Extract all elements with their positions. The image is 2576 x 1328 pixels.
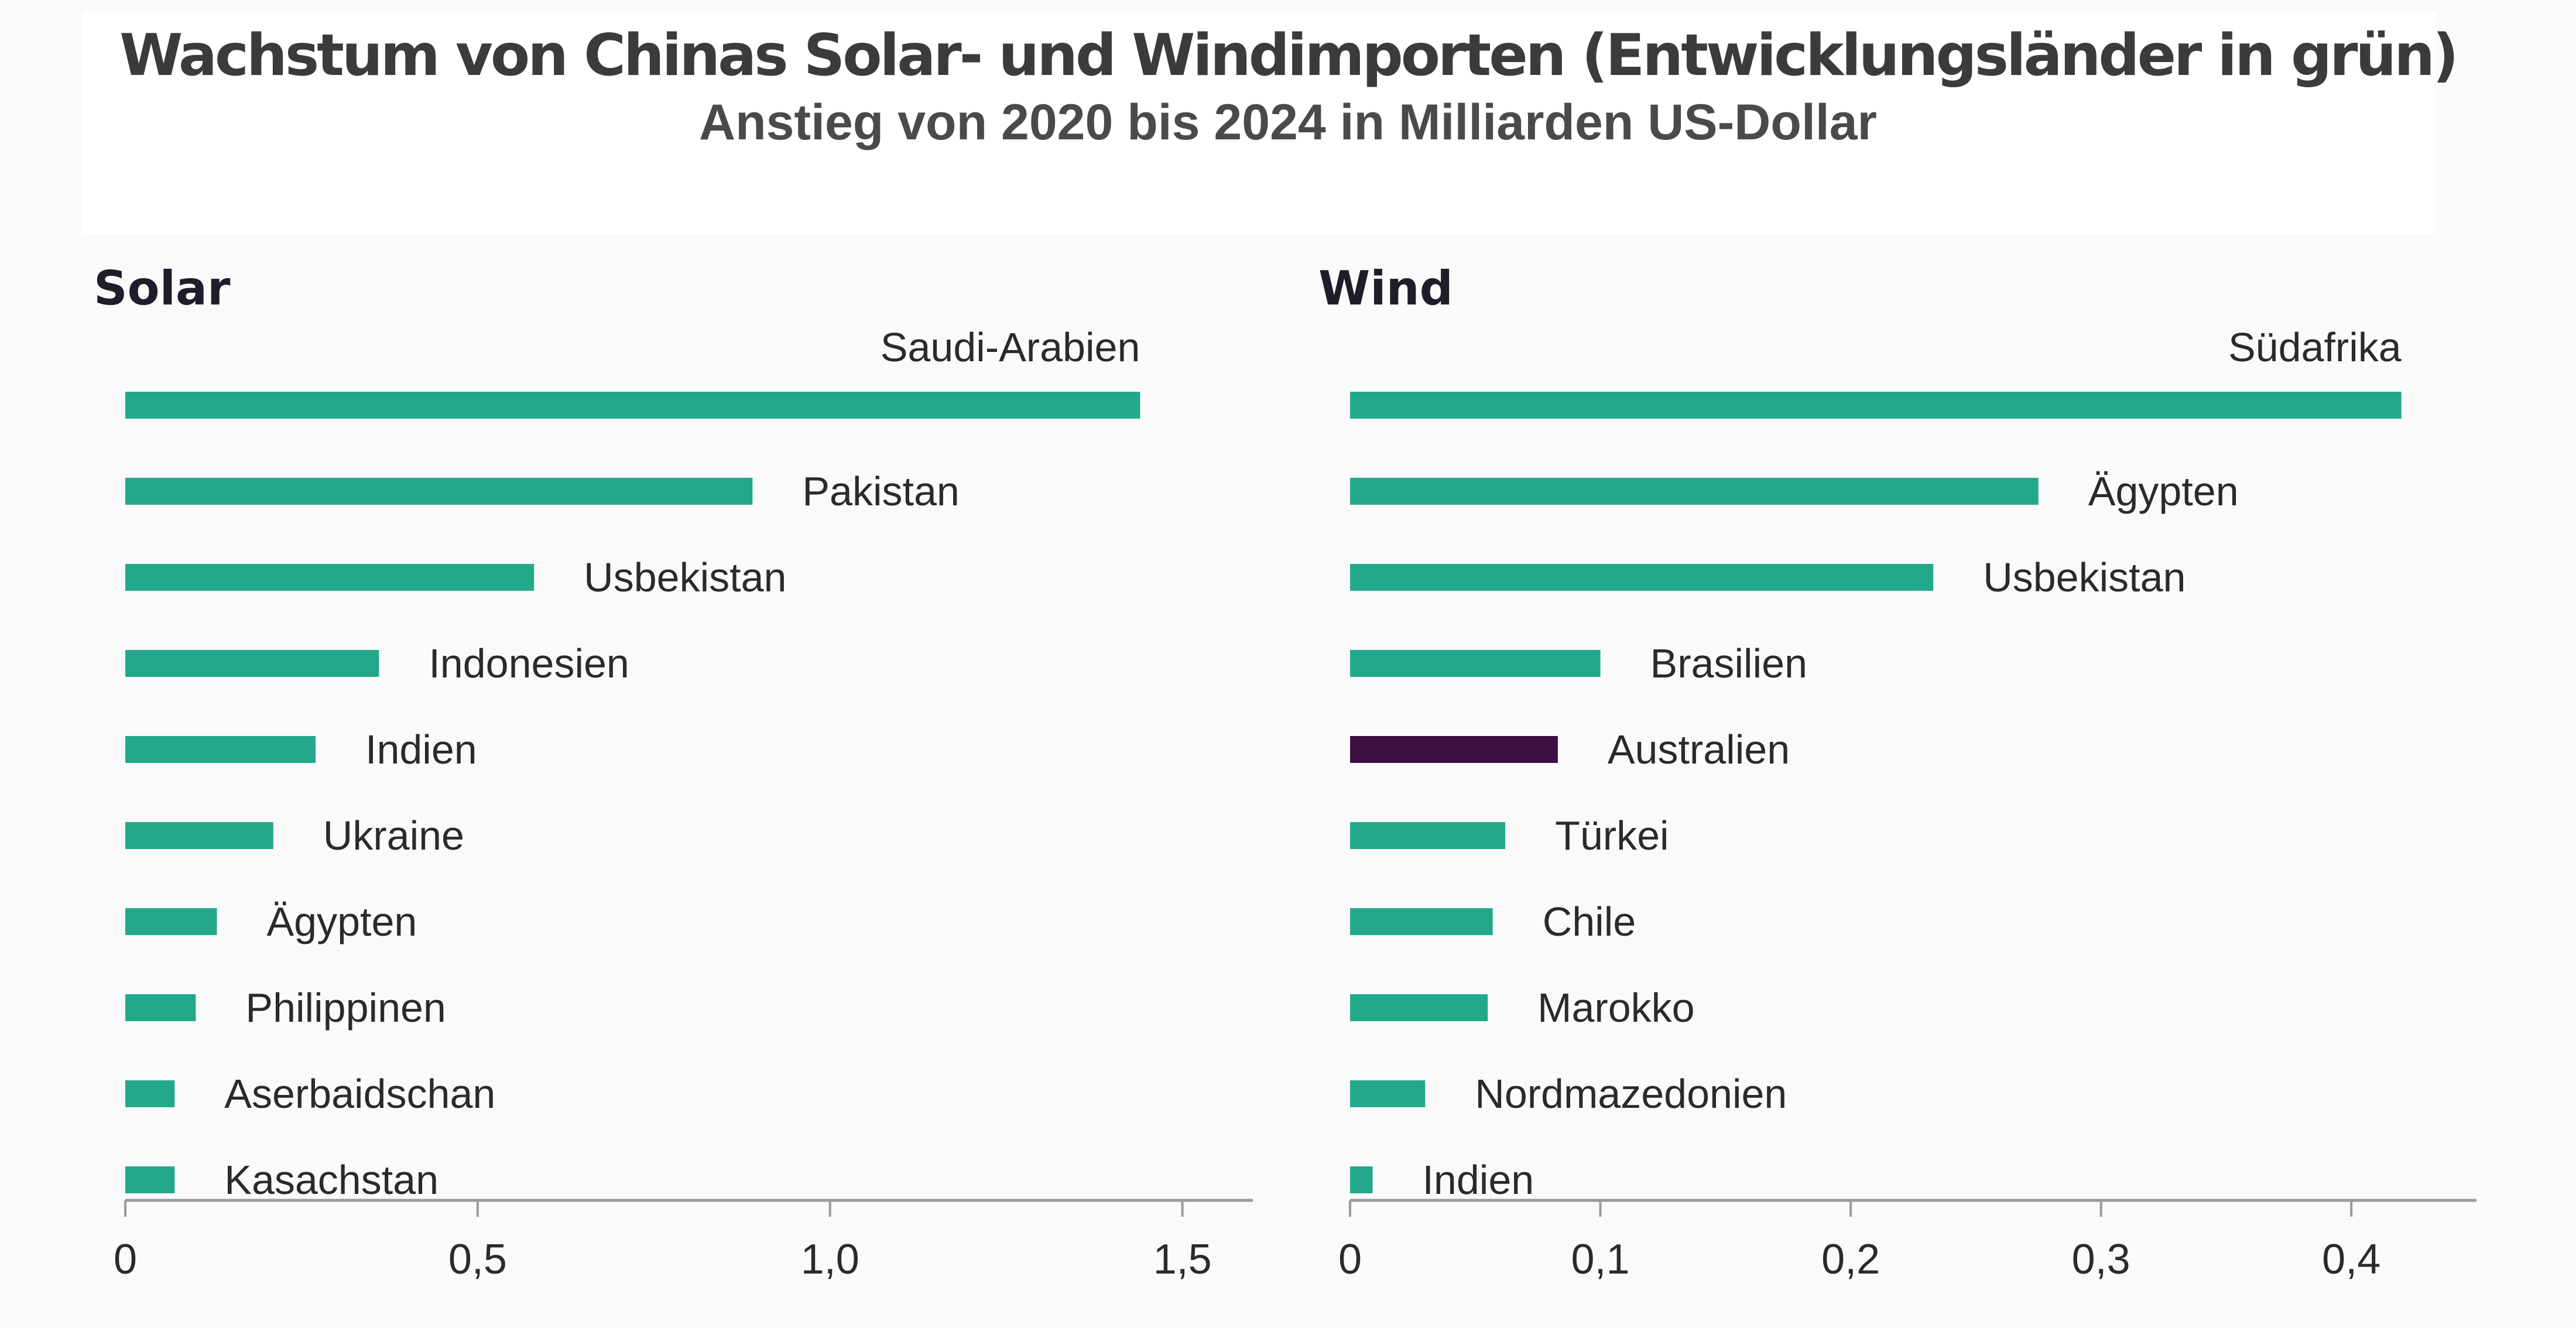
bar-category-label: Indien <box>1422 1157 1534 1203</box>
bar <box>1350 392 2402 419</box>
bar <box>1350 650 1601 677</box>
panel-title: Solar <box>94 261 231 316</box>
bar-category-label: Indien <box>365 727 477 772</box>
bar <box>125 650 379 677</box>
bar <box>1350 1080 1426 1107</box>
x-tick-label: 0,1 <box>1571 1236 1630 1283</box>
x-tick-label: 1,0 <box>801 1236 859 1283</box>
x-tick-label: 0,4 <box>2322 1236 2380 1283</box>
bar-category-label: Australien <box>1608 727 1790 772</box>
bar-category-label: Usbekistan <box>584 555 786 600</box>
bar-category-label: Brasilien <box>1650 641 1807 686</box>
bar <box>125 994 196 1021</box>
bar-category-label: Usbekistan <box>1983 555 2186 600</box>
panel-title: Wind <box>1318 261 1453 316</box>
bar <box>125 564 535 591</box>
bar <box>125 1166 175 1193</box>
bar <box>1350 994 1488 1021</box>
bar <box>1350 478 2039 505</box>
bar-category-label: Pakistan <box>802 468 959 514</box>
bar-category-label: Ukraine <box>323 813 464 858</box>
x-tick-label: 0,2 <box>1821 1236 1880 1283</box>
bar-category-label: Ägypten <box>266 899 417 944</box>
bar-category-label: Türkei <box>1555 813 1669 858</box>
bar-category-label: Chile <box>1543 899 1636 944</box>
bar-category-label: Ägypten <box>2088 468 2239 514</box>
bar <box>1350 736 1558 763</box>
bar <box>125 392 1140 419</box>
x-tick-label: 0,5 <box>448 1236 507 1283</box>
bar-category-label: Saudi-Arabien <box>881 324 1140 370</box>
bar <box>1350 822 1506 849</box>
x-tick-label: 1,5 <box>1153 1236 1212 1283</box>
x-tick-label: 0,3 <box>2072 1236 2130 1283</box>
bar-category-label: Philippinen <box>245 985 446 1031</box>
bar-category-label: Aserbaidschan <box>224 1071 495 1117</box>
bar-category-label: Nordmazedonien <box>1475 1071 1787 1117</box>
header-background <box>82 12 2435 234</box>
chart-subtitle: Anstieg von 2020 bis 2024 in Milliarden … <box>698 94 1878 150</box>
bar <box>125 908 217 935</box>
chart-title: Wachstum von Chinas Solar- und Windimpor… <box>119 22 2459 89</box>
bar <box>125 822 273 849</box>
bar-category-label: Indonesien <box>429 641 629 686</box>
bar <box>1350 564 1934 591</box>
bar <box>1350 1166 1373 1193</box>
x-tick-label: 0 <box>114 1236 137 1283</box>
bar <box>125 1080 175 1107</box>
bar <box>125 478 753 505</box>
bar <box>1350 908 1493 935</box>
bar-category-label: Marokko <box>1537 985 1694 1031</box>
bar <box>125 736 316 763</box>
bar-category-label: Südafrika <box>2228 324 2402 370</box>
x-tick-label: 0 <box>1338 1236 1362 1283</box>
bar-category-label: Kasachstan <box>224 1157 439 1203</box>
